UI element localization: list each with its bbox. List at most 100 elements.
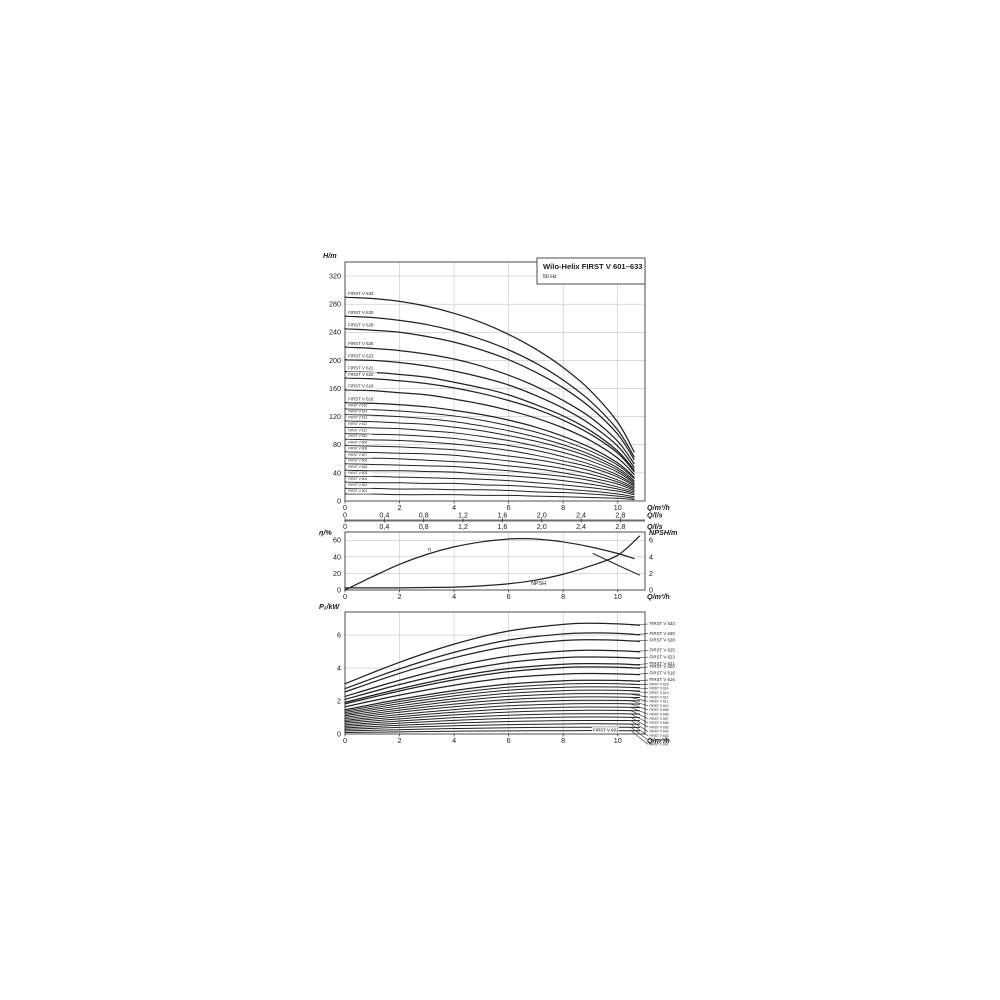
npsh-y-tick-right: 4: [649, 552, 653, 561]
label-leader-line: [630, 687, 649, 689]
power-curve: [344, 693, 641, 717]
power-y-tick: 6: [337, 630, 341, 639]
curve-label-backdrop: [347, 409, 372, 415]
head-curve-label: FIRST V 611: [348, 428, 367, 432]
label-leader-line: [630, 666, 649, 669]
efficiency-x-tick-top: 2,4: [576, 511, 586, 520]
power-curve: [344, 716, 641, 727]
power-curve-label: FIRST V 633: [650, 621, 676, 626]
label-leader-line: [630, 633, 649, 636]
curve-label-backdrop: [347, 322, 377, 329]
efficiency-x-tick-top: 2,8: [615, 511, 625, 520]
power-curve-label: FIRST V 614: [650, 687, 669, 691]
power-curve-label: FIRST V 616: [650, 677, 676, 682]
head-curve-panel: FIRST V 633 FIRST V 630 FIRST V 628 FIRST V…: [323, 251, 670, 531]
head-y-tick: 280: [329, 300, 341, 309]
power-curve-label: FIRST V 610: [650, 704, 669, 708]
label-leader-line: [630, 700, 649, 706]
head-curve-label: FIRST V 614: [348, 409, 367, 413]
head-x-tick-secondary: 0,4: [379, 522, 389, 531]
head-curve-label: FIRST V 602: [348, 483, 367, 487]
efficiency-tail: [592, 553, 641, 576]
power-x-tick: 10: [614, 736, 622, 745]
power-y-tick: 2: [337, 696, 341, 705]
efficiency-x-tick-bottom: 0: [343, 592, 347, 601]
curve-label-backdrop: [347, 428, 372, 434]
head-curve: [344, 457, 635, 491]
power-curve: [344, 709, 641, 724]
power-curve-label: FIRST V 618: [650, 671, 676, 676]
head-curve-label: FIRST V 607: [348, 453, 367, 457]
head-curve: [344, 401, 635, 478]
head-curve-label: FIRST V 610: [348, 434, 367, 438]
efficiency-x-tick-top: 1,6: [497, 511, 507, 520]
curve-label-backdrop: [347, 396, 377, 403]
npsh-series-label: NPSH: [531, 581, 546, 587]
efficiency-x-axis-label-top: Q/l/s: [647, 511, 663, 520]
head-x-tick-primary: 6: [507, 503, 511, 512]
head-y-tick: 240: [329, 328, 341, 337]
head-y-axis-label: H/m: [323, 251, 337, 260]
efficiency-y-axis-label-left: η/%: [319, 528, 332, 537]
power-curve: [344, 656, 641, 701]
power-curve: [344, 699, 641, 720]
curve-label-backdrop: [347, 458, 372, 464]
title-box-frame: [536, 257, 646, 285]
power-curve: [344, 632, 641, 690]
power-curve: [344, 706, 641, 723]
head-x-tick-primary: 0: [343, 503, 347, 512]
head-curve-label: FIRST V 612: [348, 422, 367, 426]
head-curve: [344, 296, 635, 453]
label-leader-line: [630, 730, 649, 745]
power-x-tick: 4: [452, 736, 456, 745]
head-x-tick-secondary: 2,4: [576, 522, 586, 531]
curve-label-backdrop: [347, 465, 372, 470]
head-curve: [344, 438, 635, 487]
power-curve-label: FIRST V 609: [650, 708, 669, 712]
curve-label-backdrop: [347, 434, 372, 439]
curve-label-backdrop: [347, 353, 377, 360]
head-curve: [344, 481, 635, 498]
curve-label-backdrop: [347, 440, 372, 446]
power-curve-label: FIRST V 608: [650, 712, 669, 716]
label-leader-line: [630, 717, 649, 728]
power-curve: [344, 703, 641, 721]
efficiency-npsh-panel: 0 0,4 0,8 1,2 1,6 2,0 2,4 2,8 Q/l/sηNPSH0204060η…: [319, 511, 678, 602]
chart-title: Wilo-Helix FIRST V 601–633: [543, 262, 643, 271]
head-curve-label: FIRST V 621: [348, 365, 374, 370]
head-x-tick-primary: 4: [452, 503, 456, 512]
efficiency-x-tick-top: 0: [343, 511, 347, 520]
power-curve-label: FIRST V 621: [650, 661, 676, 666]
head-y-tick: 320: [329, 271, 341, 280]
efficiency-plot-frame: [344, 531, 646, 591]
power-x-tick: 0: [343, 736, 347, 745]
curve-label-backdrop: [347, 471, 372, 477]
head-curve-label: FIRST V 623: [348, 354, 374, 359]
power-y-axis-label: P₂/kW: [319, 602, 341, 611]
power-curve-label: FIRST V 625: [650, 648, 676, 653]
efficiency-x-tick-top: 0,8: [419, 511, 429, 520]
head-x-tick-primary: 8: [561, 503, 565, 512]
head-curve-label: FIRST V 633: [348, 291, 374, 296]
head-curve: [344, 487, 635, 499]
head-curve-label: FIRST V 618: [348, 384, 374, 389]
power-curve-label: FIRST V 601: [650, 743, 669, 747]
label-leader-line: [630, 623, 649, 626]
head-x-axis-label-primary: Q/m³/h: [647, 503, 670, 512]
power-curve: [344, 713, 641, 726]
power-curve: [344, 672, 641, 708]
head-curve-label: FIRST V 609: [348, 440, 367, 444]
power-curve-label: FIRST V 628: [650, 637, 676, 642]
label-leader-line: [630, 656, 649, 659]
head-curve-label: FIRST V 603: [348, 477, 367, 481]
head-curve-label: FIRST V 628: [348, 323, 374, 328]
power-plot-frame: [344, 611, 646, 735]
label-leader-line: [630, 639, 649, 642]
head-curve-series-group: [344, 296, 635, 501]
label-leader-line: [630, 673, 649, 675]
head-x-tick-secondary: 1,2: [458, 522, 468, 531]
